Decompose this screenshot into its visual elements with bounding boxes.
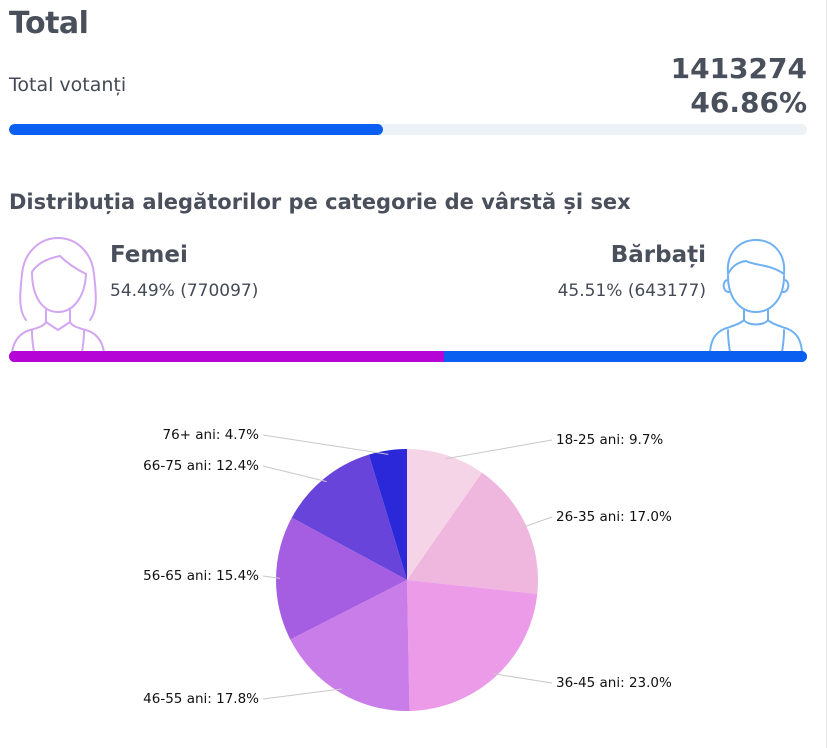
female-label: Femei [110,242,188,268]
male-label: Bărbați [610,242,706,268]
pie-leader-line [262,688,342,700]
gender-distribution-bar [9,351,807,362]
turnout-label: Total votanți [9,74,127,96]
pie-slice-36-45-ani[interactable] [407,580,538,711]
pie-slice-56-65-ani[interactable] [276,517,407,640]
age-pie-chart: 18-25 ani: 9.7% 26-35 ani: 17.0% 36-45 ani… [143,427,672,711]
male-avatar-icon [709,239,803,352]
female-stat: 54.49% (770097) [110,281,259,301]
gender-bar-male-segment [443,351,807,362]
pie-label: 66-75 ani: 12.4% [143,458,259,474]
pie-leader-line [262,434,389,455]
pie-label: 26-35 ani: 17.0% [556,509,672,525]
pie-leader-line [262,465,327,483]
male-stat: 45.51% (643177) [557,281,706,301]
pie-leader-line [445,439,553,460]
pie-leader-line [492,673,553,684]
turnout-count: 1413274 [670,52,807,85]
pie-label: 56-65 ani: 15.4% [143,568,259,584]
turnout-progress-fill [9,124,383,135]
pie-slice-46-55-ani[interactable] [290,580,410,711]
gender-bar-female-segment [9,351,444,362]
pie-slice-76-ani[interactable] [368,449,407,580]
pie-leader-line [522,516,553,528]
pie-label: 46-55 ani: 17.8% [143,691,259,707]
pie-slice-26-35-ani[interactable] [407,472,538,594]
distribution-title: Distribuția alegătorilor pe categorie de… [9,190,631,214]
pie-slice-66-75-ani[interactable] [291,454,407,580]
page-title: Total [9,6,89,41]
turnout-percent: 46.86% [690,86,807,119]
female-avatar-icon [11,237,105,352]
pie-label: 18-25 ani: 9.7% [556,432,663,448]
pie-label: 36-45 ani: 23.0% [556,675,672,691]
pie-label: 76+ ani: 4.7% [163,427,260,443]
pie-leader-line [262,575,281,579]
turnout-progress-track [9,124,807,135]
pie-slice-18-25-ani[interactable] [407,449,482,580]
